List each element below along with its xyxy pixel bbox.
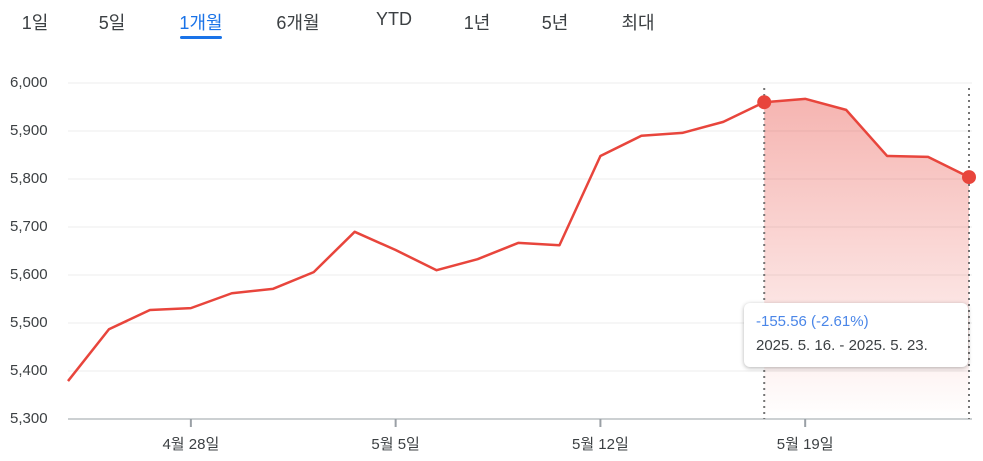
change-label: -155.56 (-2.61%): [756, 313, 869, 330]
y-tick-label: 5,700: [10, 218, 48, 235]
x-tick-label: 5월 5일: [371, 436, 419, 453]
highlight-point: [757, 95, 772, 110]
highlight-area: [764, 98, 969, 419]
price-line: [67, 97, 970, 382]
range-tab[interactable]: 5년: [541, 13, 569, 33]
range-tab[interactable]: 1일: [21, 13, 49, 33]
range-tab[interactable]: 1년: [463, 13, 491, 33]
y-tick-label: 5,600: [10, 266, 48, 283]
y-tick-label: 5,900: [10, 122, 48, 139]
x-tick-label: 4월 28일: [162, 436, 219, 453]
tooltip: -155.56 (-2.61%) 2025. 5. 16. - 2025. 5.…: [744, 303, 968, 367]
highlight-point: [962, 170, 976, 185]
y-tick-label: 6,000: [10, 74, 48, 91]
tab-underline: [180, 36, 222, 39]
y-tick-label: 5,300: [10, 410, 48, 427]
y-tick-label: 5,400: [10, 362, 48, 379]
range-tab[interactable]: 5일: [98, 13, 126, 33]
range-tab[interactable]: 6개월: [276, 13, 320, 33]
x-tick-label: 5월 19일: [777, 436, 834, 453]
range-label: 2025. 5. 16. - 2025. 5. 23.: [756, 337, 928, 354]
range-tab[interactable]: 1개월: [179, 13, 223, 33]
y-tick-label: 5,500: [10, 314, 48, 331]
range-tab[interactable]: 최대: [621, 13, 655, 33]
x-tick-label: 5월 12일: [572, 436, 629, 453]
y-tick-label: 5,800: [10, 170, 48, 187]
range-tab[interactable]: YTD: [376, 9, 412, 29]
